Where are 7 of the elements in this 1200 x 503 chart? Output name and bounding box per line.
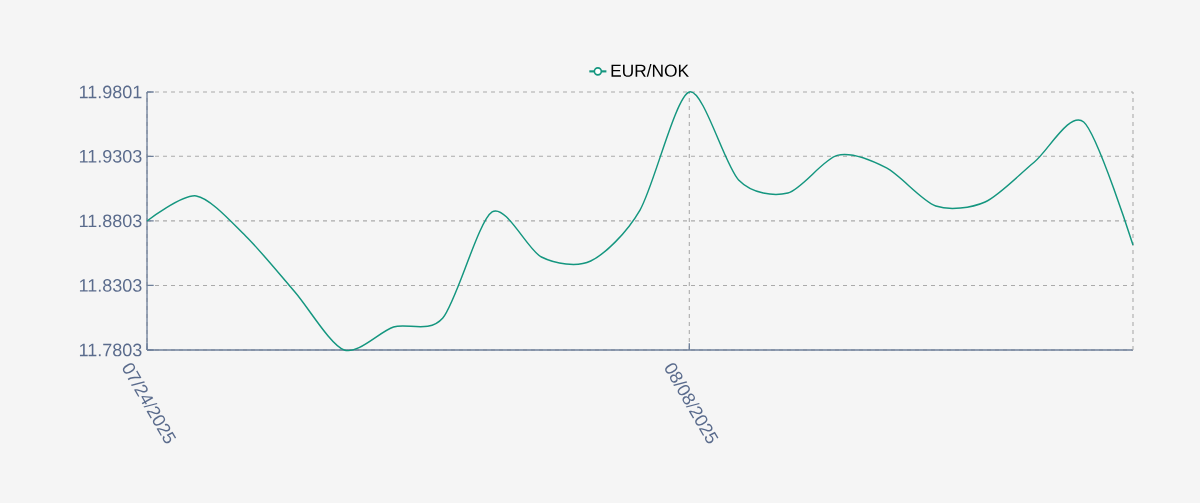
y-tick-label: 11.8303 bbox=[79, 279, 142, 292]
line-series bbox=[146, 91, 1134, 352]
y-tick-label: 11.8803 bbox=[79, 214, 142, 228]
y-tick-label: 11.7803 bbox=[79, 343, 142, 357]
y-tick-label: 11.9801 bbox=[79, 85, 142, 99]
y-tick-label: 11.9303 bbox=[79, 149, 142, 163]
legend-label: EUR/NOK bbox=[611, 64, 689, 77]
